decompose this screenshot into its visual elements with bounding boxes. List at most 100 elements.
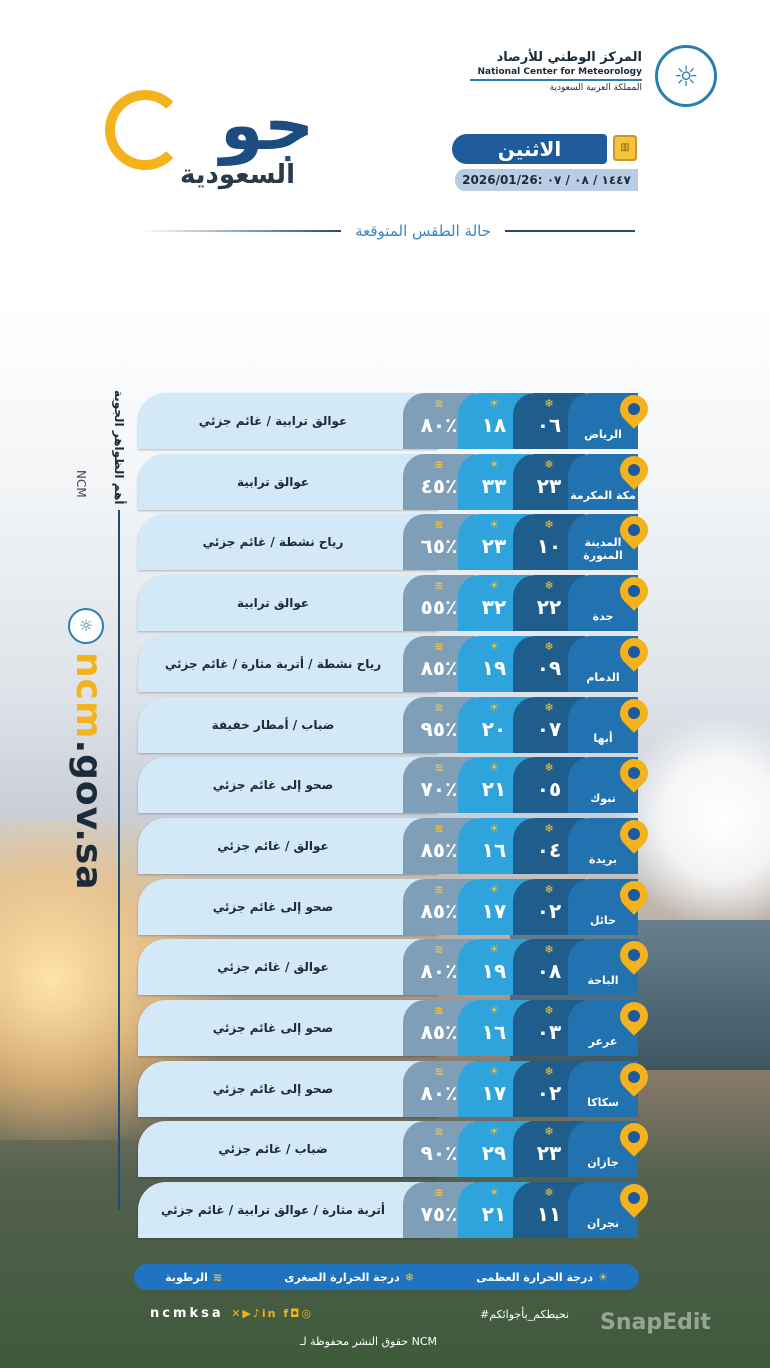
divider [140, 230, 342, 232]
min-temp-value: ٢٣ [536, 473, 562, 498]
sun-thermometer-icon: ☀ [489, 639, 499, 653]
org-country: المملكة العربية السعودية [549, 83, 642, 93]
max-temp-value: ٢١ [481, 1202, 507, 1227]
city-row: ضباب / غائم جزئي ≋ ٩٠٪ ☀ ٢٩ ❄ ٢٣ جازان [138, 1117, 654, 1178]
condition: صحو إلى غائم جزئي [138, 1060, 438, 1117]
humidity-icon: ≋ [212, 1270, 223, 1284]
condition: رياح نشطة / أتربة مثارة / غائم جزئي [138, 635, 438, 692]
section-title: حالة الطقس المتوقعة [140, 222, 635, 240]
condition: عوالق ترابية [138, 453, 438, 510]
humidity-value: ٨٥٪ [420, 655, 458, 680]
humidity-value: ٨٥٪ [420, 1020, 458, 1044]
humidity-value: ٨٠٪ [420, 959, 458, 984]
sun-thermometer-icon: ☀ [489, 761, 499, 775]
org-name-en: National Center for Meteorology [470, 67, 642, 81]
humidity-icon: ≋ [434, 518, 444, 532]
legend-max: ☀ درجة الحرارة العظمى [476, 1271, 608, 1284]
humidity-value: ٧٠٪ [420, 777, 458, 802]
handle-text: ncmksa [150, 1306, 224, 1321]
min-temp-value: ٠٤ [536, 837, 562, 862]
cold-thermometer-icon: ❄ [544, 943, 554, 957]
sun-thermometer-icon: ☀ [489, 1125, 499, 1139]
city-row: صحو إلى غائم جزئي ≋ ٧٠٪ ☀ ٢١ ❄ ٠٥ تبوك [138, 753, 654, 814]
humidity-icon: ≋ [434, 1125, 444, 1139]
city-row: أتربة مثارة / عوالق ترابية / غائم جزئي ≋… [138, 1178, 654, 1239]
city-row: عوالق / غائم جزئي ≋ ٨٠٪ ☀ ١٩ ❄ ٠٨ الباحة [138, 935, 654, 996]
cold-thermometer-icon: ❄ [544, 700, 554, 714]
min-temp-value: ٠٣ [536, 1020, 562, 1044]
day-label: الاثنين [452, 134, 607, 164]
humidity-icon: ≋ [434, 821, 444, 835]
cold-thermometer-icon: ❄ [544, 1186, 554, 1200]
url-suffix: .gov.sa [68, 739, 109, 891]
divider [505, 230, 635, 232]
sidebar-ncm: NCM [74, 470, 88, 498]
sun-thermometer-icon: ☀ [489, 700, 499, 714]
humidity-icon: ≋ [434, 943, 444, 957]
humidity-icon: ≋ [434, 397, 444, 410]
humidity-icon: ≋ [434, 457, 444, 471]
copyright: حقوق النشر محفوظة لـ NCM [300, 1335, 438, 1348]
max-temp-value: ٢٣ [481, 534, 507, 559]
title-text: حالة الطقس المتوقعة [355, 222, 491, 240]
website-url[interactable]: ncm.gov.sa [68, 652, 109, 891]
humidity-icon: ≋ [434, 1064, 444, 1078]
condition: صحو إلى غائم جزئي [138, 878, 438, 935]
city-row: صحو إلى غائم جزئي ≋ ٨٠٪ ☀ ١٧ ❄ ٠٢ سكاكا [138, 1056, 654, 1117]
min-temp-value: ٠٢ [536, 898, 562, 923]
sun-thermometer-icon: ☀ [489, 943, 499, 957]
calendar-icon: ▥ [613, 135, 637, 161]
condition: ضباب / غائم جزئي [138, 1121, 438, 1178]
condition: صحو إلى غائم جزئي [138, 1000, 438, 1056]
min-temp-value: ٠٦ [536, 413, 562, 437]
city-name: المدينة المنورة [568, 514, 638, 571]
sidebar-heading: أهم الظواهر الجوية [112, 390, 126, 505]
brand-logo: جو السعودية [70, 90, 360, 200]
max-temp-value: ٢٩ [481, 1141, 507, 1166]
condition: أتربة مثارة / عوالق ترابية / غائم جزئي [138, 1182, 438, 1239]
sun-thermometer-icon: ☀ [489, 1004, 499, 1017]
ncm-small-logo-icon: ☼ [68, 608, 104, 644]
max-temp-value: ١٩ [481, 959, 507, 984]
brand-ring [105, 90, 185, 170]
cold-thermometer-icon: ❄ [544, 639, 554, 653]
condition: صحو إلى غائم جزئي [138, 757, 438, 814]
condition: عوالق / غائم جزئي [138, 817, 438, 874]
cold-thermometer-icon: ❄ [544, 821, 554, 835]
humidity-icon: ≋ [434, 700, 444, 714]
cold-thermometer-icon: ❄ [544, 1004, 554, 1017]
sun-thermometer-icon: ☀ [489, 397, 499, 410]
sun-thermometer-icon: ☀ [489, 579, 499, 593]
city-row: رياح نشطة / غائم جزئي ≋ ٦٥٪ ☀ ٢٣ ❄ ١٠ المدي… [138, 510, 654, 571]
cold-thermometer-icon: ❄ [544, 457, 554, 471]
humidity-value: ٩٠٪ [420, 1141, 458, 1166]
cold-thermometer-icon: ❄ [544, 397, 554, 410]
humidity-value: ٨٠٪ [420, 413, 458, 437]
max-temp-value: ٢١ [481, 777, 507, 802]
humidity-value: ٧٥٪ [420, 1202, 458, 1227]
condition: عوالق ترابية / غائم جزئي [138, 393, 438, 449]
min-temp-value: ١٠ [536, 534, 562, 559]
ncm-logo-icon: ☼ [655, 45, 717, 107]
condition: عوالق / غائم جزئي [138, 939, 438, 996]
min-temp-value: ٠٥ [536, 777, 562, 802]
humidity-icon: ≋ [434, 1004, 444, 1017]
cold-thermometer-icon: ❄ [544, 1125, 554, 1139]
legend-max-label: درجة الحرارة العظمى [476, 1270, 594, 1284]
legend-hum: ≋ الرطوبة [165, 1271, 222, 1284]
max-temp-value: ١٧ [481, 1080, 507, 1105]
legend-hum-label: الرطوبة [165, 1270, 208, 1284]
city-row: عوالق ترابية ≋ ٥٥٪ ☀ ٣٢ ❄ ٢٢ جدة [138, 571, 654, 632]
min-temp-value: ٠٢ [536, 1080, 562, 1105]
min-temp-value: ٠٩ [536, 655, 562, 680]
max-temp-value: ١٦ [481, 837, 507, 862]
cold-thermometer-icon: ❄ [544, 761, 554, 775]
social-handle[interactable]: ncmksa ✕▶♪in f◘◎ [150, 1306, 313, 1321]
max-temp-value: ٣٢ [481, 595, 507, 620]
cold-thermometer-icon: ❄ [544, 579, 554, 593]
max-temp-value: ١٦ [481, 1020, 507, 1044]
city-row: ضباب / أمطار خفيفة ≋ ٩٥٪ ☀ ٢٠ ❄ ٠٧ أبها [138, 692, 654, 753]
social-icons[interactable]: ✕▶♪in f◘◎ [231, 1307, 313, 1320]
org-name: المركز الوطني للأرصاد National Center fo… [470, 50, 642, 93]
sun-thermometer-icon: ☀ [489, 821, 499, 835]
